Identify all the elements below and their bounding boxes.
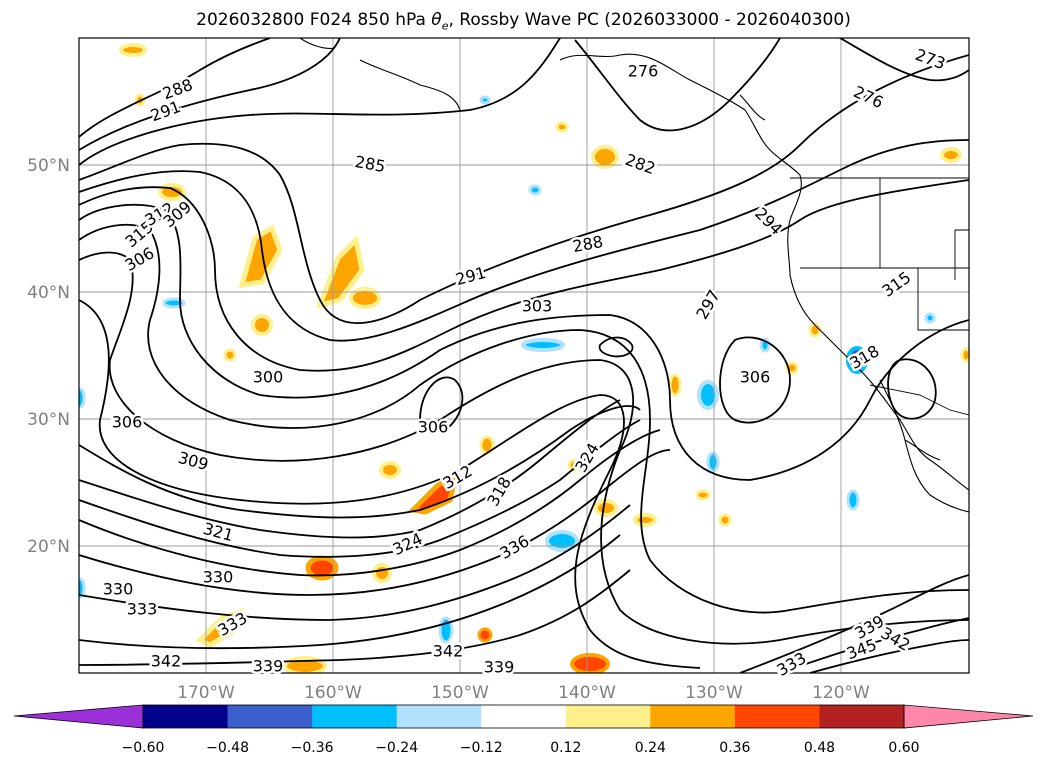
- anomaly-blob: [718, 513, 732, 527]
- contour-label: 342: [151, 652, 182, 671]
- anomaly-blob: [349, 287, 381, 309]
- anomaly-blob: [697, 380, 719, 410]
- anomaly-blob: [79, 577, 86, 599]
- theta-symbol: θ: [431, 10, 442, 30]
- contour-label: 339: [253, 657, 284, 676]
- anomaly-blob: [594, 499, 618, 517]
- contour-label: 339: [484, 658, 515, 677]
- lon-label: 160°W: [304, 683, 362, 703]
- anomaly-blob: [162, 297, 186, 309]
- figure-title: 2026032800 F024 850 hPa θe, Rossby Wave …: [0, 10, 1047, 32]
- colorbar-tick-label: −0.36: [291, 740, 334, 756]
- colorbar-tick-label: 0.12: [550, 740, 581, 756]
- colorbar: −0.60 −0.48 −0.36 −0.24 −0.12 0.12 0.24 0.36 0.4…: [13, 704, 1034, 756]
- colorbar-bin: [650, 705, 736, 728]
- anomaly-blob: [570, 653, 610, 673]
- colorbar-extend-low: [13, 704, 144, 729]
- contour-label: 306: [418, 418, 449, 437]
- anomaly-blob: [633, 513, 657, 527]
- anomaly-blob: [315, 234, 365, 309]
- contour-label: 330: [203, 568, 234, 587]
- colorbar-bin: [734, 705, 820, 728]
- lon-label: 150°W: [431, 683, 489, 703]
- lon-label: 140°W: [558, 683, 616, 703]
- colorbar-frame: [142, 704, 905, 729]
- anomaly-blob: [545, 530, 579, 552]
- anomaly-blob: [846, 346, 868, 374]
- anomaly-blob: [846, 489, 860, 511]
- anomaly-blob: [960, 347, 969, 363]
- colorbar-bin: [396, 705, 482, 728]
- colorbar-bin: [819, 705, 905, 728]
- anomaly-blob: [379, 461, 401, 479]
- contour-label: 330: [103, 580, 134, 599]
- anomaly-blob: [305, 555, 339, 581]
- anomaly-blob: [372, 563, 392, 583]
- map-frame: [78, 37, 970, 674]
- colorbar-extend-high: [903, 704, 1034, 729]
- anomaly-blob: [591, 145, 619, 169]
- title-suffix: , Rossby Wave PC (2026033000 - 202604030…: [448, 10, 851, 30]
- contour-label: 342: [433, 642, 464, 661]
- shaded-anomalies-cool: [79, 95, 936, 644]
- anomaly-blob: [251, 314, 273, 336]
- colorbar-tick-label: 0.60: [888, 740, 919, 756]
- anomaly-blob: [706, 451, 720, 473]
- colorbar-tick-label: −0.60: [122, 740, 165, 756]
- anomaly-blob: [555, 121, 569, 133]
- colorbar-bin: [565, 705, 651, 728]
- anomaly-blob: [528, 184, 542, 196]
- theta-e-contours: [79, 38, 969, 673]
- coastlines: [299, 38, 969, 513]
- colorbar-tick-label: 0.48: [804, 740, 835, 756]
- anomaly-blob: [521, 338, 565, 352]
- contour-label: 276: [628, 62, 659, 81]
- anomaly-blob: [477, 627, 493, 643]
- country-borders: [790, 177, 969, 416]
- contour-label: 306: [112, 413, 143, 432]
- anomaly-blob: [119, 43, 147, 57]
- anomaly-blob: [668, 373, 682, 397]
- anomaly-blob: [808, 322, 822, 338]
- contour-label: 333: [127, 600, 158, 619]
- anomaly-blob: [407, 473, 459, 515]
- title-prefix: 2026032800 F024 850 hPa: [196, 10, 432, 30]
- contour-label: 300: [253, 368, 284, 387]
- colorbar-tick-label: 0.36: [719, 740, 750, 756]
- colorbar-tick-label: −0.12: [460, 740, 503, 756]
- colorbar-bin: [312, 705, 398, 728]
- anomaly-blob: [924, 312, 936, 324]
- lat-label: 50°N: [27, 156, 70, 176]
- lon-label: 120°W: [812, 683, 870, 703]
- theta-subscript: e: [441, 19, 449, 33]
- colorbar-bin: [481, 705, 567, 728]
- colorbar-tick-label: −0.48: [206, 740, 249, 756]
- lon-label: 170°W: [177, 683, 235, 703]
- lat-label: 40°N: [27, 283, 70, 303]
- anomaly-blob: [695, 489, 711, 501]
- lat-label: 20°N: [27, 537, 70, 557]
- shaded-anomalies: [119, 43, 969, 673]
- colorbar-tick-label: −0.24: [375, 740, 418, 756]
- anomaly-blob: [940, 147, 962, 163]
- anomaly-blob: [238, 224, 283, 289]
- colorbar-bin: [143, 705, 229, 728]
- lon-label: 130°W: [685, 683, 743, 703]
- lat-label: 30°N: [27, 410, 70, 430]
- anomaly-blob: [479, 95, 491, 105]
- contour-label: 303: [522, 297, 553, 316]
- anomaly-blob: [567, 458, 583, 472]
- anomaly-blob: [223, 348, 237, 362]
- anomaly-blob: [195, 607, 245, 648]
- colorbar-bin: [227, 705, 313, 728]
- anomaly-blob: [79, 387, 86, 409]
- colorbar-tick-label: 0.24: [635, 740, 666, 756]
- contour-label: 306: [740, 368, 771, 387]
